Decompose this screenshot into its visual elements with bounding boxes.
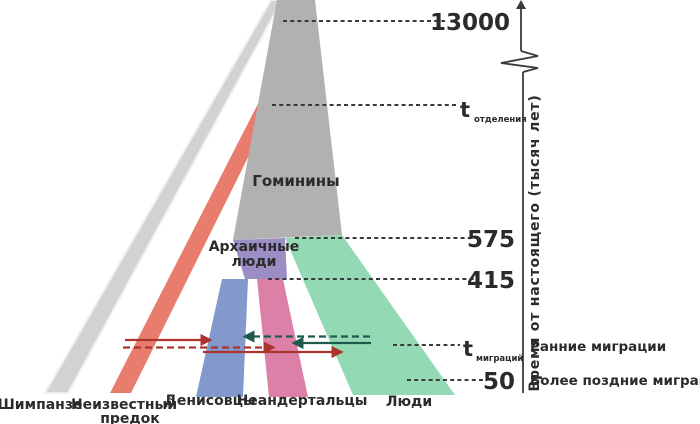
t-separation-symbol: t bbox=[460, 98, 470, 122]
unknown-ancestor-band bbox=[110, 88, 278, 393]
neanderthals-band bbox=[257, 279, 308, 397]
early-migrations-label: Ранние миграции bbox=[530, 339, 666, 355]
chimpanzee-label: Шимпанзе bbox=[0, 397, 82, 413]
archaic-humans-label-line1: Архаичные bbox=[209, 239, 300, 255]
tick-label-13000: 13000 bbox=[430, 10, 510, 36]
axis-top-arrow-icon bbox=[516, 0, 526, 9]
hominins-label: Гоминины bbox=[252, 172, 339, 190]
t-migration-symbol: t bbox=[463, 337, 473, 361]
humans-band bbox=[285, 235, 455, 395]
unknown-ancestor-label-line1: Неизвестный bbox=[71, 397, 177, 413]
unknown-ancestor-label-line2: предок bbox=[100, 411, 160, 424]
archaic-humans-band bbox=[233, 238, 287, 279]
neanderthals-label: Неандертальцы bbox=[237, 393, 368, 409]
humans-label: Люди bbox=[386, 394, 432, 410]
chimpanzee-band bbox=[43, 0, 284, 394]
tick-label-50: 50 bbox=[483, 369, 515, 395]
denisovans-band bbox=[196, 279, 248, 397]
late-migrations-label: Более поздние миграции bbox=[530, 373, 700, 389]
axis-title: Время от настоящего (тысяч лет) bbox=[527, 94, 543, 391]
time-axis bbox=[500, 0, 539, 393]
hominins-band bbox=[233, 0, 342, 240]
tick-label-415: 415 bbox=[467, 268, 515, 294]
t-migration-subscript: миграций bbox=[476, 354, 523, 364]
axis-break-icon bbox=[500, 50, 539, 73]
tick-label-575: 575 bbox=[467, 227, 515, 253]
archaic-humans-label-line2: люди bbox=[232, 254, 277, 270]
denisovans-label: Денисовцы bbox=[164, 393, 255, 409]
tick-reference-lines bbox=[268, 20, 483, 381]
t-separation-subscript: отделения bbox=[474, 115, 527, 125]
